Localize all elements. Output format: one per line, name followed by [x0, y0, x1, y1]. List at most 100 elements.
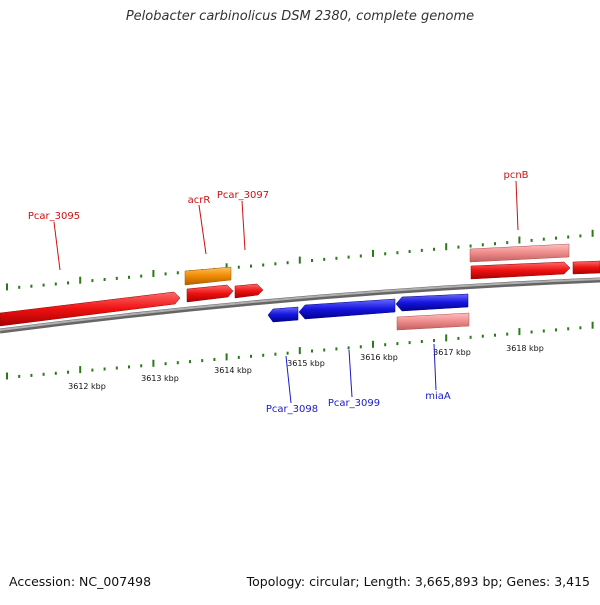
- tick-mark-upper: [115, 276, 118, 280]
- tick-mark-upper: [481, 243, 484, 247]
- tick-mark-upper: [91, 279, 94, 283]
- label-pcar-3095[interactable]: Pcar_3095: [28, 211, 80, 222]
- tick-mark-lower: [555, 328, 557, 332]
- tick-mark-upper: [530, 238, 533, 242]
- leader-acrR: [198, 204, 207, 255]
- tick-mark-upper: [359, 254, 362, 258]
- tick-mark-upper: [42, 283, 45, 287]
- scale-label: 3617 kbp: [433, 348, 471, 357]
- gene-pcar-3098[interactable]: [267, 306, 299, 323]
- label-acrR[interactable]: acrR: [188, 195, 211, 206]
- gene-pcar-3097[interactable]: [234, 283, 264, 299]
- tick-mark-upper: [250, 264, 252, 268]
- tick-mark-lower: [396, 342, 399, 346]
- tick-mark-lower: [103, 367, 106, 371]
- tick-mark-lower: [152, 359, 155, 367]
- label-pcnB[interactable]: pcnB: [503, 170, 528, 181]
- tick-mark-upper: [469, 244, 472, 248]
- label-pcar-3099[interactable]: Pcar_3099: [328, 398, 380, 409]
- tick-mark-upper: [262, 263, 265, 267]
- tick-mark-lower: [335, 347, 338, 351]
- tick-mark-lower: [67, 370, 69, 374]
- tick-mark-lower: [579, 326, 582, 330]
- tick-mark-lower: [115, 366, 118, 370]
- tick-mark-upper: [591, 229, 594, 237]
- tick-mark-upper: [433, 247, 435, 251]
- tick-mark-upper: [103, 278, 106, 281]
- tick-mark-lower: [274, 352, 277, 356]
- tick-mark-upper: [579, 234, 582, 238]
- gene-miaA[interactable]: [395, 293, 469, 312]
- tick-mark-upper: [494, 242, 496, 246]
- tick-mark-upper: [384, 252, 387, 256]
- tick-mark-lower: [54, 371, 57, 375]
- forward-genes: [0, 243, 600, 327]
- tick-track-lower: [6, 321, 594, 380]
- leader-pcar-3097: [241, 200, 246, 251]
- tick-mark-lower: [201, 359, 204, 363]
- tick-mark-upper: [79, 276, 82, 284]
- genome-backbone: [0, 277, 600, 334]
- gene-pcnB[interactable]: [470, 261, 571, 280]
- scale-label: 3616 kbp: [360, 353, 398, 362]
- gene-pcar-3095[interactable]: [0, 291, 181, 327]
- gene-acrR-orange[interactable]: [184, 266, 232, 286]
- gene-acrR[interactable]: [186, 284, 234, 303]
- tick-mark-lower: [542, 329, 545, 333]
- tick-mark-lower: [518, 328, 521, 336]
- tick-mark-upper: [176, 271, 179, 275]
- label-miaA[interactable]: miaA: [425, 391, 451, 402]
- tick-mark-upper: [152, 270, 155, 277]
- tick-mark-lower: [420, 340, 423, 343]
- tick-mark-upper: [140, 274, 143, 278]
- tick-mark-lower: [213, 358, 216, 361]
- tick-mark-lower: [445, 334, 448, 342]
- genome-backbone-highlight: [0, 278, 600, 331]
- tick-mark-lower: [567, 327, 570, 331]
- gene-pcnB-rna[interactable]: [469, 243, 570, 263]
- tick-mark-lower: [30, 373, 33, 377]
- tick-mark-upper: [311, 259, 313, 262]
- tick-mark-lower: [506, 332, 509, 336]
- gene-next-forward[interactable]: [572, 260, 600, 275]
- tick-mark-lower: [250, 354, 252, 358]
- tick-mark-upper: [164, 272, 167, 276]
- tick-mark-upper: [30, 284, 33, 288]
- gene-miaA-rna[interactable]: [396, 312, 470, 331]
- tick-mark-lower: [128, 365, 130, 369]
- tick-mark-upper: [445, 243, 448, 251]
- tick-mark-lower: [591, 321, 594, 329]
- tick-mark-upper: [18, 285, 21, 289]
- tick-mark-lower: [457, 336, 460, 340]
- tick-mark-lower: [481, 334, 484, 338]
- map-title: Pelobacter carbinolicus DSM 2380, comple…: [125, 9, 475, 24]
- label-pcar-3098[interactable]: Pcar_3098: [266, 404, 318, 415]
- tick-mark-lower: [372, 340, 374, 348]
- tick-mark-upper: [555, 236, 557, 240]
- gene-pcar-3099[interactable]: [298, 298, 396, 320]
- scale-label: 3613 kbp: [141, 374, 179, 383]
- leader-pcar-3095: [53, 221, 61, 271]
- tick-mark-lower: [286, 351, 289, 355]
- tick-track-upper: [6, 229, 594, 291]
- tick-mark-upper: [457, 245, 460, 249]
- tick-mark-upper: [542, 237, 545, 241]
- tick-mark-lower: [347, 346, 350, 350]
- tick-mark-upper: [225, 263, 228, 271]
- tick-mark-lower: [384, 343, 387, 347]
- tick-mark-lower: [79, 366, 82, 374]
- tick-mark-lower: [469, 335, 472, 339]
- scale-label: 3612 kbp: [68, 382, 106, 391]
- tick-mark-upper: [396, 251, 399, 255]
- tick-mark-lower: [323, 348, 326, 352]
- tick-mark-lower: [530, 330, 533, 334]
- tick-mark-lower: [91, 368, 94, 372]
- reverse-genes: [267, 293, 470, 331]
- tick-mark-upper: [518, 236, 521, 244]
- label-pcar-3097[interactable]: Pcar_3097: [217, 190, 269, 201]
- tick-mark-lower: [433, 339, 435, 342]
- tick-mark-upper: [286, 261, 289, 265]
- tick-mark-upper: [128, 275, 130, 279]
